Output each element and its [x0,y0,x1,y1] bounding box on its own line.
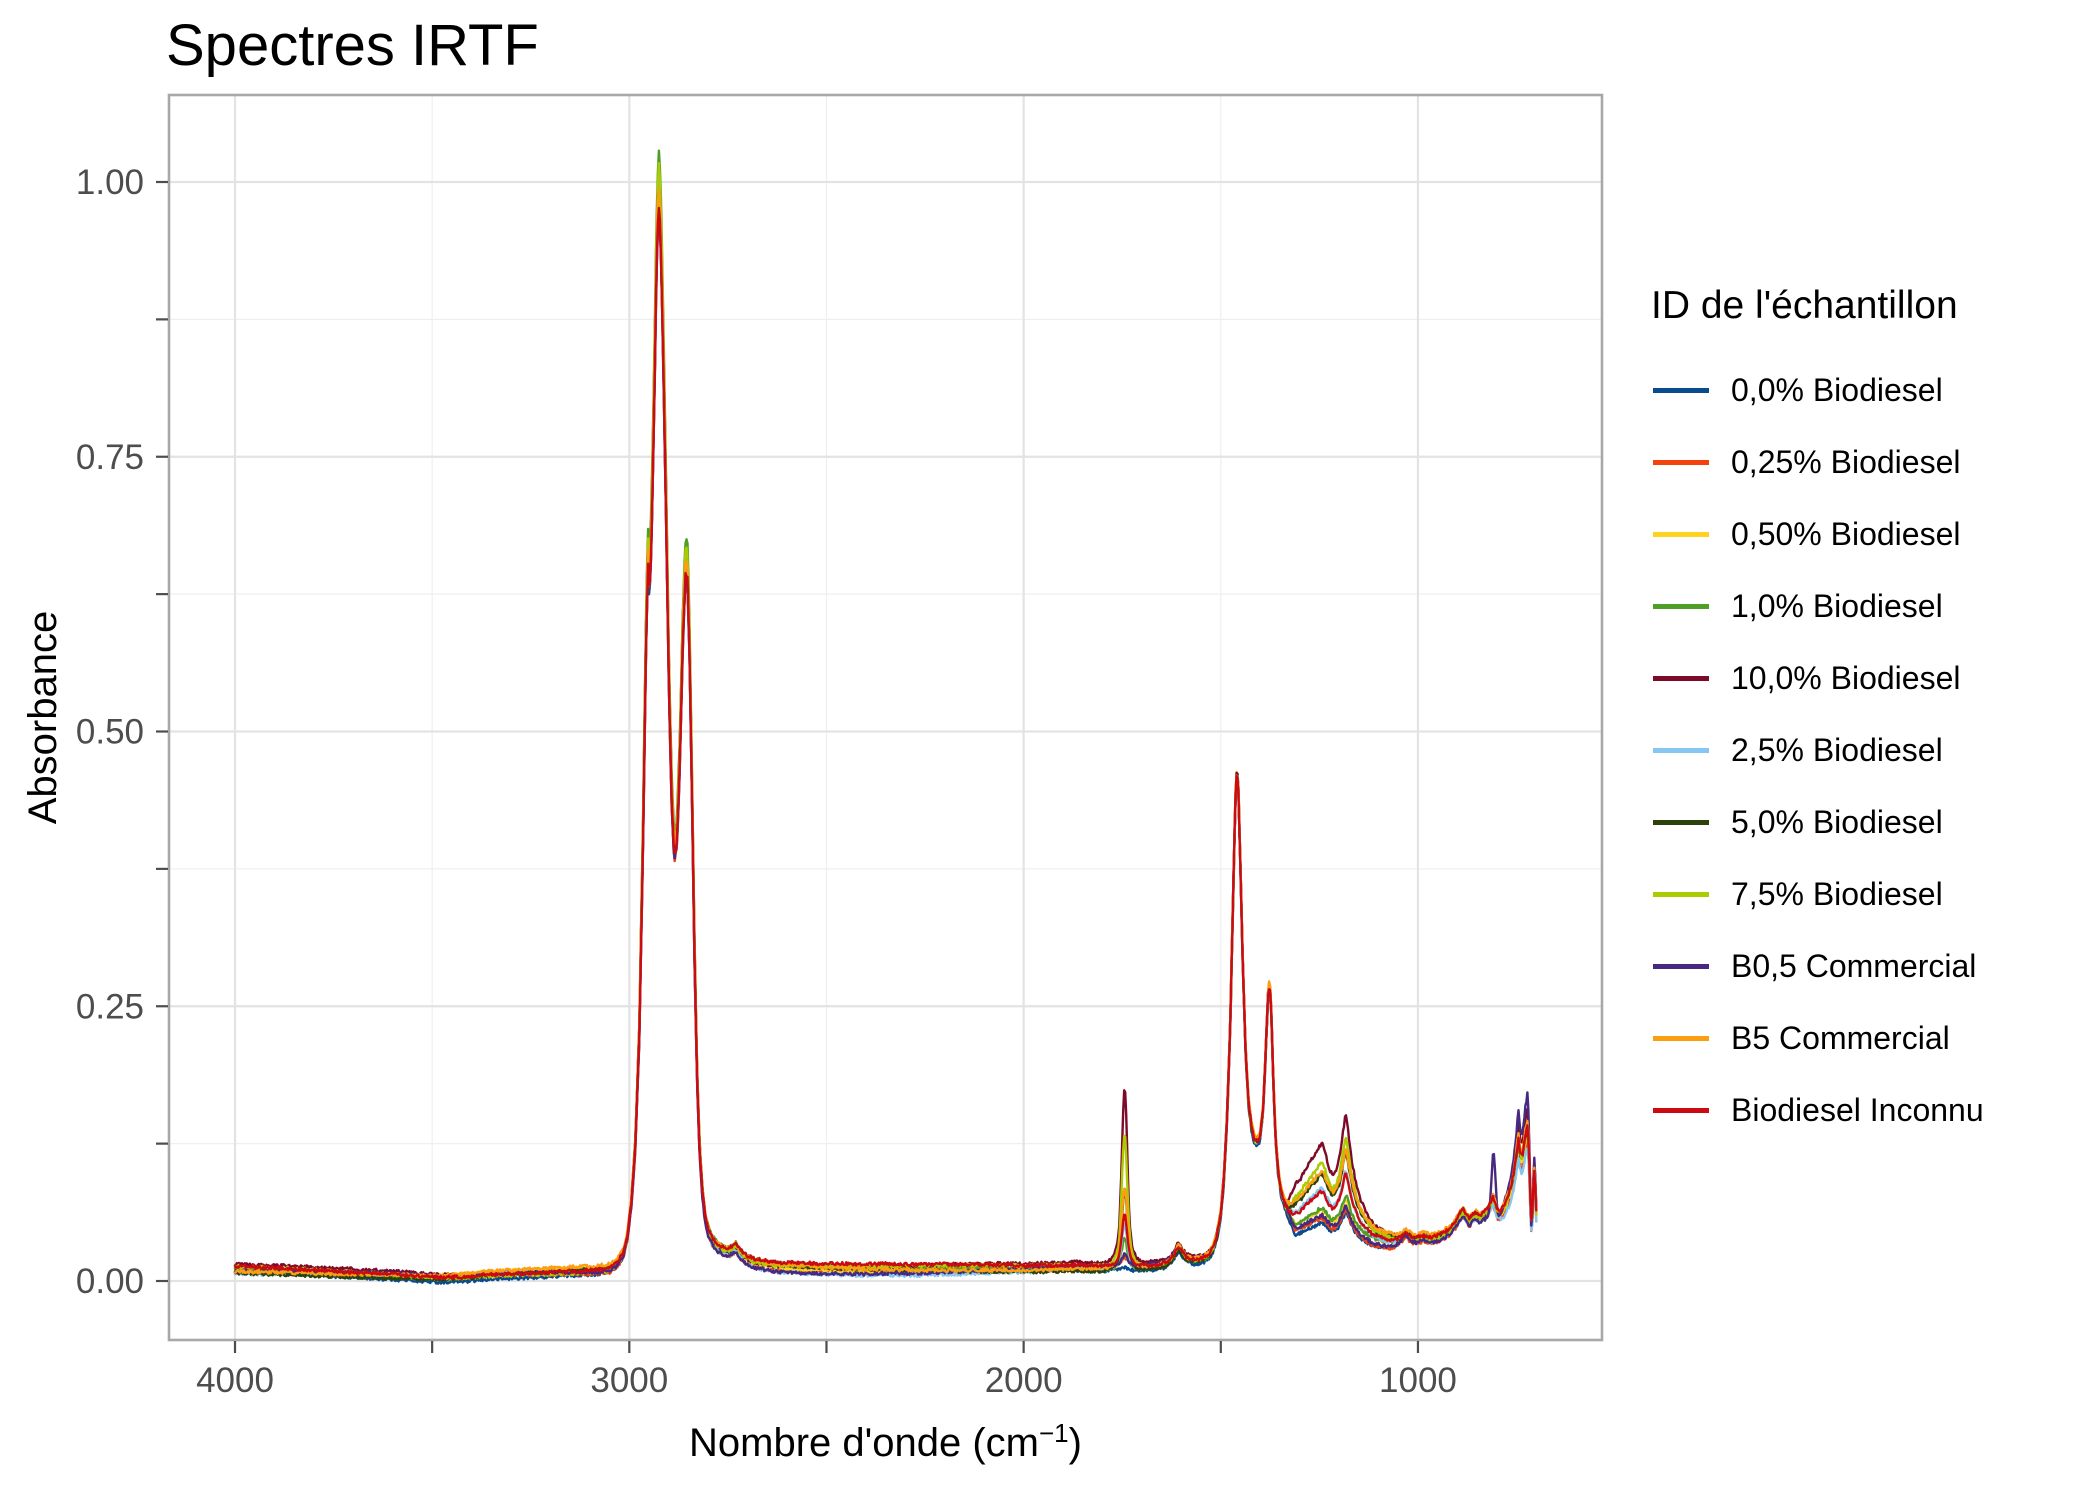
legend-swatch [1653,675,1709,681]
legend-swatch [1653,459,1709,465]
series-line-0,25% Biodiesel [233,210,1538,1280]
legend-label: B0,5 Commercial [1731,947,1977,984]
panel-border [167,93,1604,1342]
legend-label: B5 Commercial [1731,1019,1950,1056]
x-axis-title-superscript: −1 [1039,1418,1069,1448]
y-tick-label: 0.50 [76,713,144,752]
legend-label: 0,0% Biodiesel [1731,371,1943,408]
x-tick-label: 1000 [1379,1361,1457,1400]
legend-label: 0,50% Biodiesel [1731,515,1961,552]
series-line-7,5% Biodiesel [233,161,1538,1281]
legend-swatch [1653,819,1709,825]
legend-item-0,0% Biodiesel: 0,0% Biodiesel [1645,354,2095,426]
legend-item-10,0% Biodiesel: 10,0% Biodiesel [1645,642,2095,714]
y-tick-label: 0.00 [76,1262,144,1301]
legend-swatch [1653,531,1709,537]
x-tick-label: 2000 [985,1361,1063,1400]
x-tick-label: 3000 [590,1361,668,1400]
x-axis-title-suffix: ) [1068,1421,1082,1465]
legend-swatch [1653,891,1709,897]
legend-label: 10,0% Biodiesel [1731,659,1961,696]
y-tick-label: 0.75 [76,438,144,477]
series-line-10,0% Biodiesel [233,188,1538,1278]
legend-item-5,0% Biodiesel: 5,0% Biodiesel [1645,786,2095,858]
series-line-0,50% Biodiesel [233,170,1538,1278]
legend-label: Biodiesel Inconnu [1731,1091,1984,1128]
legend-item-2,5% Biodiesel: 2,5% Biodiesel [1645,714,2095,786]
legend-title: ID de l'échantillon [1651,284,1958,327]
series-line-5,0% Biodiesel [233,166,1538,1283]
legend: ID de l'échantillon 0,0% Biodiesel 0,25% … [1645,284,2095,1146]
legend-label: 7,5% Biodiesel [1731,875,1943,912]
legend-swatch [1653,1035,1709,1041]
legend-swatch [1653,747,1709,753]
y-tick-label: 0.25 [76,987,144,1026]
legend-items: 0,0% Biodiesel 0,25% Biodiesel 0,50% Biodi… [1645,354,2095,1146]
legend-label: 2,5% Biodiesel [1731,731,1943,768]
legend-swatch [1653,603,1709,609]
x-axis-title: Nombre d'onde (cm−1) [169,1418,1602,1466]
y-axis-title: Absorbance [21,610,66,825]
y-tick-label: 1.00 [76,163,144,202]
series-line-B0,5 Commercial [233,204,1538,1279]
x-tick-label: 4000 [196,1361,274,1400]
legend-item-Biodiesel Inconnu: Biodiesel Inconnu [1645,1074,2095,1146]
chart-title: Spectres IRTF [166,13,539,78]
legend-label: 0,25% Biodiesel [1731,443,1961,480]
legend-label: 5,0% Biodiesel [1731,803,1943,840]
legend-swatch [1653,387,1709,393]
legend-item-B0,5 Commercial: B0,5 Commercial [1645,930,2095,1002]
legend-item-7,5% Biodiesel: 7,5% Biodiesel [1645,858,2095,930]
x-axis-title-prefix: Nombre d'onde (cm [689,1421,1039,1465]
legend-item-0,25% Biodiesel: 0,25% Biodiesel [1645,426,2095,498]
legend-item-1,0% Biodiesel: 1,0% Biodiesel [1645,570,2095,642]
series-line-1,0% Biodiesel [233,149,1538,1282]
series-line-0,0% Biodiesel [233,210,1538,1285]
legend-item-0,50% Biodiesel: 0,50% Biodiesel [1645,498,2095,570]
legend-swatch [1653,963,1709,969]
legend-label: 1,0% Biodiesel [1731,587,1943,624]
legend-swatch [1653,1107,1709,1113]
series-group [233,149,1538,1285]
series-line-Biodiesel Inconnu [233,206,1538,1281]
y-axis-title-box: Absorbance [14,95,74,1340]
legend-item-B5 Commercial: B5 Commercial [1645,1002,2095,1074]
series-line-B5 Commercial [233,188,1538,1279]
series-line-2,5% Biodiesel [233,197,1538,1280]
